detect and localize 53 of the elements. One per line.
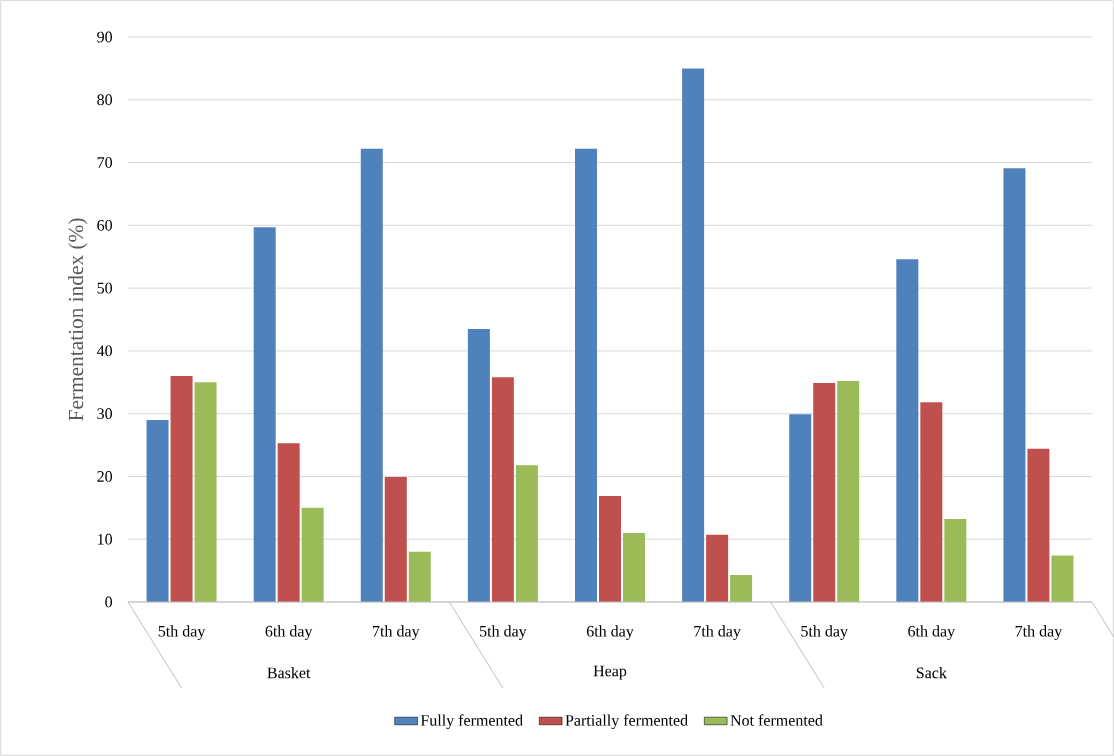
x-tick-label: 6th day xyxy=(586,625,634,640)
x-tick-label: 5th day xyxy=(480,625,527,640)
bar xyxy=(1027,448,1050,602)
y-tick-label: 10 xyxy=(98,533,113,545)
y-tick-label: 60 xyxy=(97,219,113,231)
y-tick-label: 40 xyxy=(96,345,113,357)
bar xyxy=(944,519,967,602)
x-tick-label: 7th day xyxy=(373,625,420,640)
x-tick-label: 5th day xyxy=(801,625,848,640)
bar xyxy=(467,328,490,602)
legend-label: Fully fermented xyxy=(420,714,523,730)
bar xyxy=(1003,168,1026,602)
bar xyxy=(920,402,943,602)
y-tick-label: 20 xyxy=(97,471,113,482)
bar xyxy=(896,259,919,602)
bar xyxy=(277,443,300,602)
bar xyxy=(491,377,514,602)
bar xyxy=(253,227,276,602)
y-tick-label: 70 xyxy=(97,157,113,168)
legend-label: Partially fermented xyxy=(565,714,688,730)
bar xyxy=(384,477,407,602)
x-tick-label: 6th day xyxy=(265,625,313,640)
y-axis-title: Fermentation index (%) xyxy=(68,218,88,421)
bar xyxy=(789,414,812,602)
x-tick-label: 7th day xyxy=(1015,625,1063,640)
y-tick-label: 90 xyxy=(97,31,113,43)
bar xyxy=(194,382,217,602)
bar xyxy=(146,419,169,602)
bar xyxy=(170,375,193,602)
x-tick-label: 7th day xyxy=(694,625,741,640)
bar xyxy=(515,465,538,602)
bar xyxy=(360,148,383,602)
bar xyxy=(1051,555,1074,602)
text: Heap xyxy=(593,665,627,680)
text: Sack xyxy=(916,667,947,679)
bar xyxy=(408,551,431,602)
bar xyxy=(623,532,645,602)
y-tick-label: 30 xyxy=(97,408,113,420)
bar xyxy=(730,574,753,602)
y-tick-label: 50 xyxy=(97,282,113,294)
bar xyxy=(682,68,705,602)
bar xyxy=(837,381,860,602)
legend-label: Not fermented xyxy=(730,714,823,726)
bar xyxy=(706,534,729,602)
x-tick-label: 5th day xyxy=(158,625,206,640)
bar xyxy=(301,507,324,602)
bar xyxy=(813,382,836,602)
bar xyxy=(599,495,621,602)
y-tick-label: 0 xyxy=(105,596,113,608)
x-tick-label: 6th day xyxy=(908,625,956,640)
text: Basket xyxy=(267,667,311,679)
bar xyxy=(575,148,597,602)
y-tick-label: 80 xyxy=(97,94,113,106)
